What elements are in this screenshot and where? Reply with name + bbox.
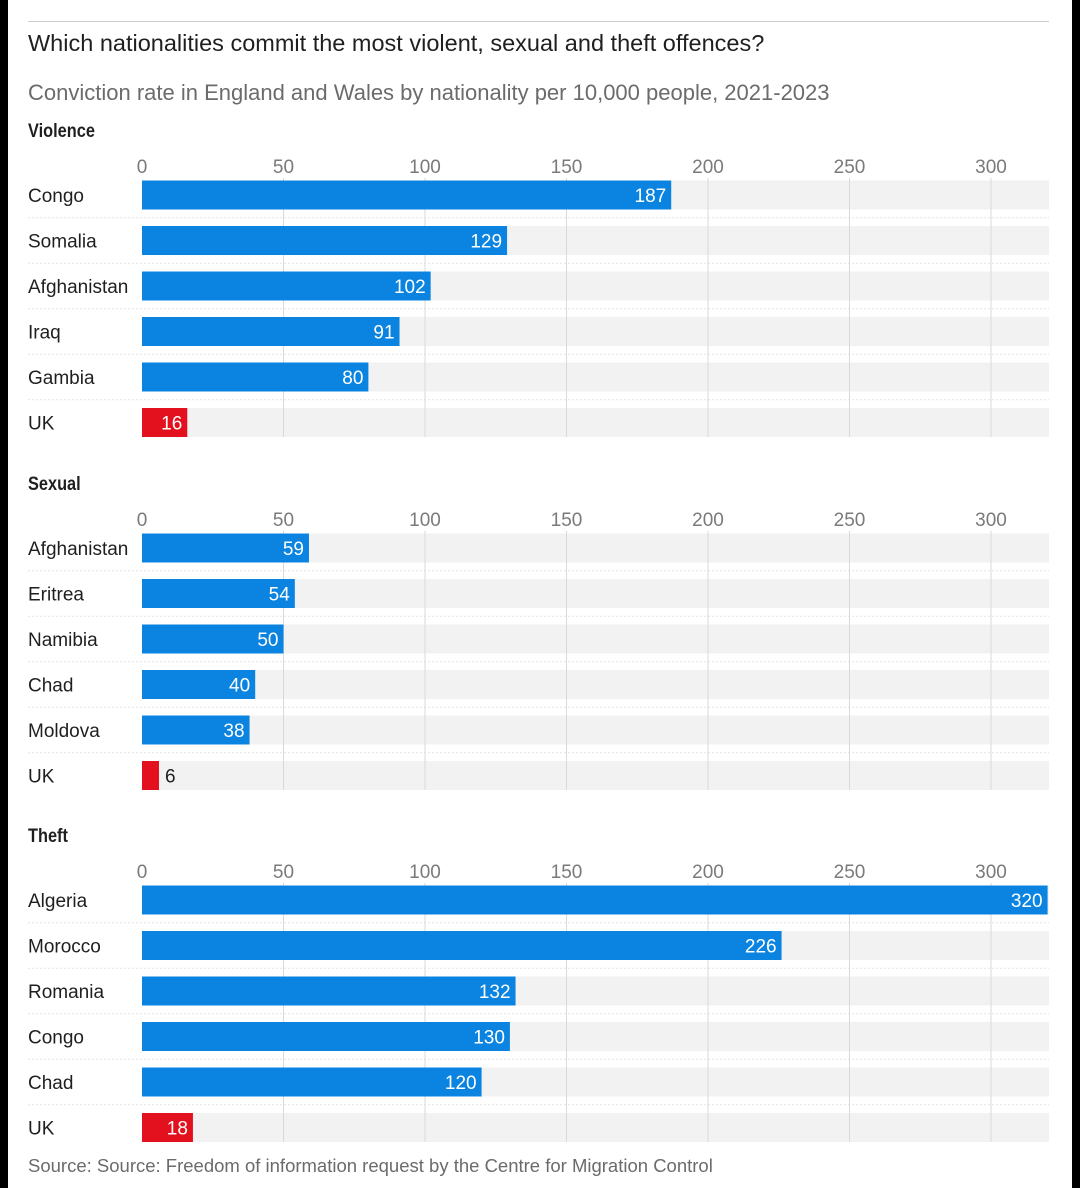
bar (142, 761, 159, 790)
category-label: Congo (28, 186, 84, 207)
category-label: Afghanistan (28, 539, 128, 560)
row-track (142, 408, 1049, 437)
bar (142, 885, 1048, 915)
x-tick-label: 150 (551, 510, 583, 531)
value-label: 54 (269, 585, 291, 606)
source-note: Source: Source: Freedom of information r… (28, 1155, 713, 1176)
row-track (142, 624, 1049, 654)
bar (142, 180, 672, 210)
bar (142, 1113, 193, 1142)
x-tick-label: 0 (137, 862, 148, 883)
bar (142, 1067, 482, 1097)
category-label: Moldova (28, 721, 100, 742)
section-title-violence: Violence (28, 121, 95, 142)
category-label: UK (28, 767, 55, 788)
value-label: 6 (165, 767, 176, 788)
x-tick-label: 150 (551, 862, 583, 883)
value-label: 59 (283, 539, 304, 560)
bar (142, 715, 250, 745)
bar (142, 579, 295, 608)
x-tick-label: 100 (409, 510, 441, 531)
x-tick-label: 300 (975, 862, 1007, 883)
category-label: Namibia (28, 630, 98, 651)
category-label: Algeria (28, 891, 88, 912)
x-tick-label: 250 (834, 157, 866, 178)
sexual-chart: 0 50 100 150 200 250 300 Afghanistan 59 Eritrea 54… (28, 510, 1049, 790)
x-tick-label: 200 (692, 510, 724, 531)
value-label: 129 (470, 232, 502, 253)
category-label: UK (28, 414, 55, 435)
value-label: 120 (445, 1073, 477, 1094)
bar (142, 317, 400, 346)
row-track (142, 670, 1049, 699)
category-label: UK (28, 1119, 55, 1140)
bar (142, 670, 256, 699)
value-label: 320 (1011, 891, 1043, 912)
category-label: Iraq (28, 323, 61, 344)
theft-chart: 0 50 100 150 200 250 300 Algeria 320 Morocco 226 Ro… (28, 862, 1049, 1142)
x-tick-label: 200 (692, 157, 724, 178)
bar (142, 931, 782, 960)
value-label: 130 (473, 1028, 505, 1049)
value-label: 187 (635, 186, 667, 207)
chart-card: Which nationalities commit the most viol… (8, 0, 1072, 1188)
bar (142, 271, 431, 301)
bar (142, 226, 508, 255)
category-label: Somalia (28, 232, 97, 253)
x-tick-label: 150 (551, 157, 583, 178)
bar (142, 362, 369, 392)
value-label: 91 (373, 323, 394, 344)
value-label: 132 (479, 982, 511, 1003)
x-tick-label: 50 (273, 510, 294, 531)
row-track (142, 715, 1049, 745)
value-label: 102 (394, 277, 426, 298)
value-label: 40 (229, 676, 250, 697)
bar (142, 533, 309, 563)
bar (142, 976, 516, 1006)
x-tick-label: 50 (273, 862, 294, 883)
category-label: Romania (28, 982, 104, 1003)
row-track (142, 761, 1049, 790)
chart-title: Which nationalities commit the most viol… (28, 30, 765, 56)
x-tick-label: 250 (834, 510, 866, 531)
value-label: 50 (257, 630, 278, 651)
x-tick-label: 300 (975, 157, 1007, 178)
category-label: Morocco (28, 937, 101, 958)
violence-chart: 0 50 100 150 200 250 300 Congo 187 Somalia 129 Afgh… (28, 157, 1049, 437)
x-tick-label: 200 (692, 862, 724, 883)
x-tick-label: 0 (137, 510, 148, 531)
x-tick-label: 250 (834, 862, 866, 883)
bar (142, 624, 284, 654)
value-label: 80 (342, 368, 363, 389)
category-label: Chad (28, 1073, 73, 1094)
x-tick-label: 300 (975, 510, 1007, 531)
category-label: Eritrea (28, 585, 84, 606)
x-tick-label: 100 (409, 157, 441, 178)
value-label: 18 (167, 1119, 188, 1140)
chart-subtitle: Conviction rate in England and Wales by … (28, 80, 830, 105)
x-tick-label: 100 (409, 862, 441, 883)
value-label: 38 (223, 721, 244, 742)
category-label: Afghanistan (28, 277, 128, 298)
bar (142, 1022, 510, 1051)
section-title-sexual: Sexual (28, 474, 81, 495)
x-tick-label: 0 (137, 157, 148, 178)
category-label: Chad (28, 676, 73, 697)
row-track (142, 1113, 1049, 1142)
category-label: Congo (28, 1028, 84, 1049)
value-label: 16 (161, 414, 182, 435)
bar (142, 408, 188, 437)
top-rule (28, 21, 1049, 22)
category-label: Gambia (28, 368, 95, 389)
section-title-theft: Theft (28, 826, 68, 847)
value-label: 226 (745, 937, 777, 958)
x-tick-label: 50 (273, 157, 294, 178)
